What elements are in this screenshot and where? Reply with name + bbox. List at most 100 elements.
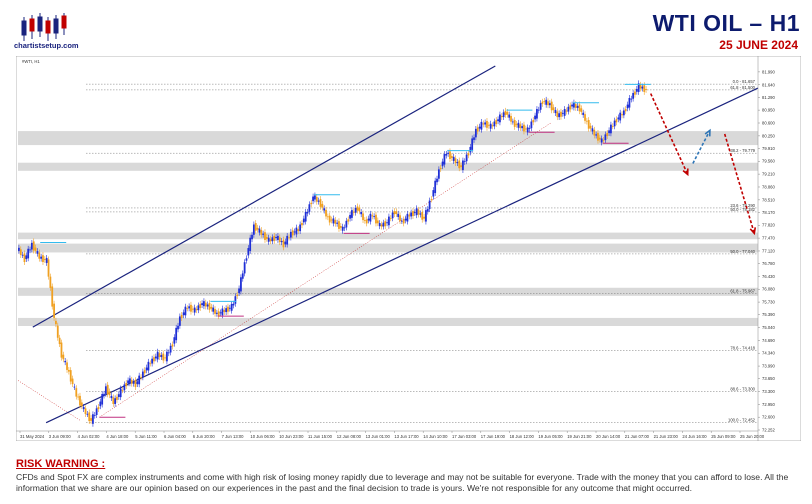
candle-body (334, 219, 337, 224)
candle-body (571, 104, 573, 107)
candle-body (495, 120, 498, 125)
candle-body (382, 222, 385, 227)
candle-body (345, 220, 348, 228)
candle-body (234, 296, 237, 304)
candle-body (182, 312, 185, 316)
x-tick-label: 21 Jun 23:00 (654, 434, 679, 439)
candle-body (428, 200, 431, 210)
y-axis: 81.990 81.640 81.290 80.950 80.600 80.250 79.9… (757, 56, 775, 441)
candle-body (60, 342, 63, 358)
candle-body (71, 378, 74, 385)
candle-body (280, 241, 283, 243)
candle-body (478, 126, 481, 129)
x-tick-label: 24 Jun 16:00 (682, 434, 707, 439)
x-tick-label: 6 Jun 20:00 (193, 434, 216, 439)
candle-body (389, 218, 392, 219)
candle-body (460, 165, 462, 168)
candle-body (480, 121, 483, 130)
candle-body (356, 206, 359, 211)
candle-body (454, 158, 457, 164)
candle-body (582, 112, 585, 115)
candle-body (406, 213, 409, 222)
candle-body (626, 104, 629, 109)
candle-body (437, 169, 440, 179)
fib-level-label: 61.8 - 75.967 (730, 288, 755, 293)
candle-body (317, 200, 320, 202)
candle-body (245, 258, 248, 261)
x-tick-label: 7 Jun 13:00 (222, 434, 245, 439)
candle-body (426, 209, 429, 212)
candle-body (299, 224, 302, 232)
candle-body (166, 351, 168, 362)
candle-body (312, 196, 314, 202)
candle-body (326, 216, 329, 218)
candle-body (175, 327, 178, 341)
y-tick-label: 78.170 (762, 210, 775, 215)
candle-body (19, 249, 22, 256)
x-tick-label: 4 Jun 02:00 (78, 434, 101, 439)
candle-body (251, 234, 253, 240)
candle-body (578, 104, 581, 112)
candle-body (519, 124, 522, 129)
candle-body (508, 114, 511, 118)
candle-body (21, 254, 24, 256)
candle-body (191, 308, 194, 310)
candle-body (252, 224, 255, 235)
candle-body (561, 112, 564, 114)
x-tick-label: 19 Jun 05:00 (538, 434, 563, 439)
candle-body (541, 101, 544, 104)
candle-body (32, 241, 35, 251)
x-tick-label: 14 Jun 10:00 (423, 434, 448, 439)
candle-body (432, 190, 435, 197)
y-tick-label: 72.600 (762, 415, 775, 420)
candle-body (314, 195, 316, 200)
candle-body (80, 402, 83, 407)
candle-body (86, 413, 89, 415)
candle-body (199, 303, 202, 308)
candle-body (441, 161, 444, 167)
candle-body (608, 130, 610, 134)
candle-body (497, 119, 499, 122)
zones-layer (18, 131, 758, 326)
candle-body (291, 230, 294, 236)
candle-body (92, 414, 94, 424)
candle-body (574, 104, 577, 108)
candle-body (236, 294, 239, 297)
candle-body (223, 310, 226, 313)
candle-body (145, 367, 148, 371)
y-tick-label: 78.860 (762, 184, 775, 189)
candle-body (195, 309, 198, 311)
y-tick-label: 73.650 (762, 376, 775, 381)
candle-body (260, 230, 263, 235)
candle-body (117, 394, 120, 397)
candle-body (491, 125, 494, 127)
forecast-arrow-shaft (723, 133, 756, 234)
candle-body (217, 311, 220, 317)
candle-body (375, 214, 377, 224)
candle-body (215, 312, 218, 314)
forecast-arrow-head (749, 227, 757, 236)
candle-body (635, 88, 638, 92)
candle-body (273, 235, 276, 241)
candle-body (397, 213, 400, 217)
candle-body (621, 114, 623, 116)
y-tick-label: 79.210 (762, 172, 775, 177)
candle-body (613, 120, 616, 127)
y-tick-label: 78.510 (762, 197, 775, 202)
candle-body (304, 211, 307, 222)
candle-body (545, 99, 548, 105)
candle-body (526, 127, 529, 133)
candle-body (458, 160, 461, 169)
candle-body (534, 115, 536, 120)
candle-body (167, 352, 170, 354)
x-tick-label: 13 Jun 17:00 (394, 434, 419, 439)
candle-body (180, 314, 183, 319)
candle-body (548, 103, 551, 106)
candle-body (64, 360, 67, 363)
candle-body (373, 216, 376, 218)
candle-body (99, 401, 102, 407)
candle-body (238, 288, 240, 294)
candle-body (400, 220, 403, 222)
candle-body (154, 356, 157, 359)
candle-body (75, 388, 78, 397)
